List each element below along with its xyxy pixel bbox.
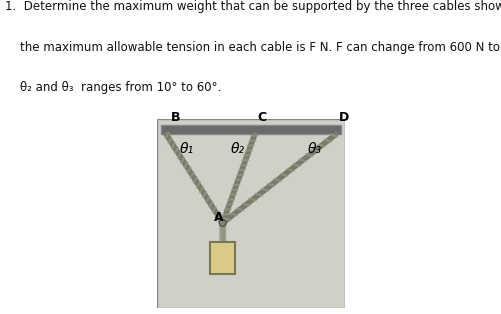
Text: θ₁: θ₁ [179,142,193,156]
Text: 1.  Determine the maximum weight that can be supported by the three cables shown: 1. Determine the maximum weight that can… [5,0,501,13]
Text: B: B [170,111,180,124]
Text: C: C [257,111,266,124]
Text: θ₂ and θ₃  ranges from 10° to 60°.: θ₂ and θ₃ ranges from 10° to 60°. [5,81,221,94]
Bar [210,242,234,274]
Text: A: A [214,211,223,224]
Text: the maximum allowable tension in each cable is F N. F can change from 600 N to 2: the maximum allowable tension in each ca… [5,41,501,54]
Text: θ₃: θ₃ [307,142,321,156]
Text: θ₂: θ₂ [230,142,244,156]
Bar [160,125,341,134]
Text: D: D [338,111,348,124]
Circle shape [219,219,225,226]
